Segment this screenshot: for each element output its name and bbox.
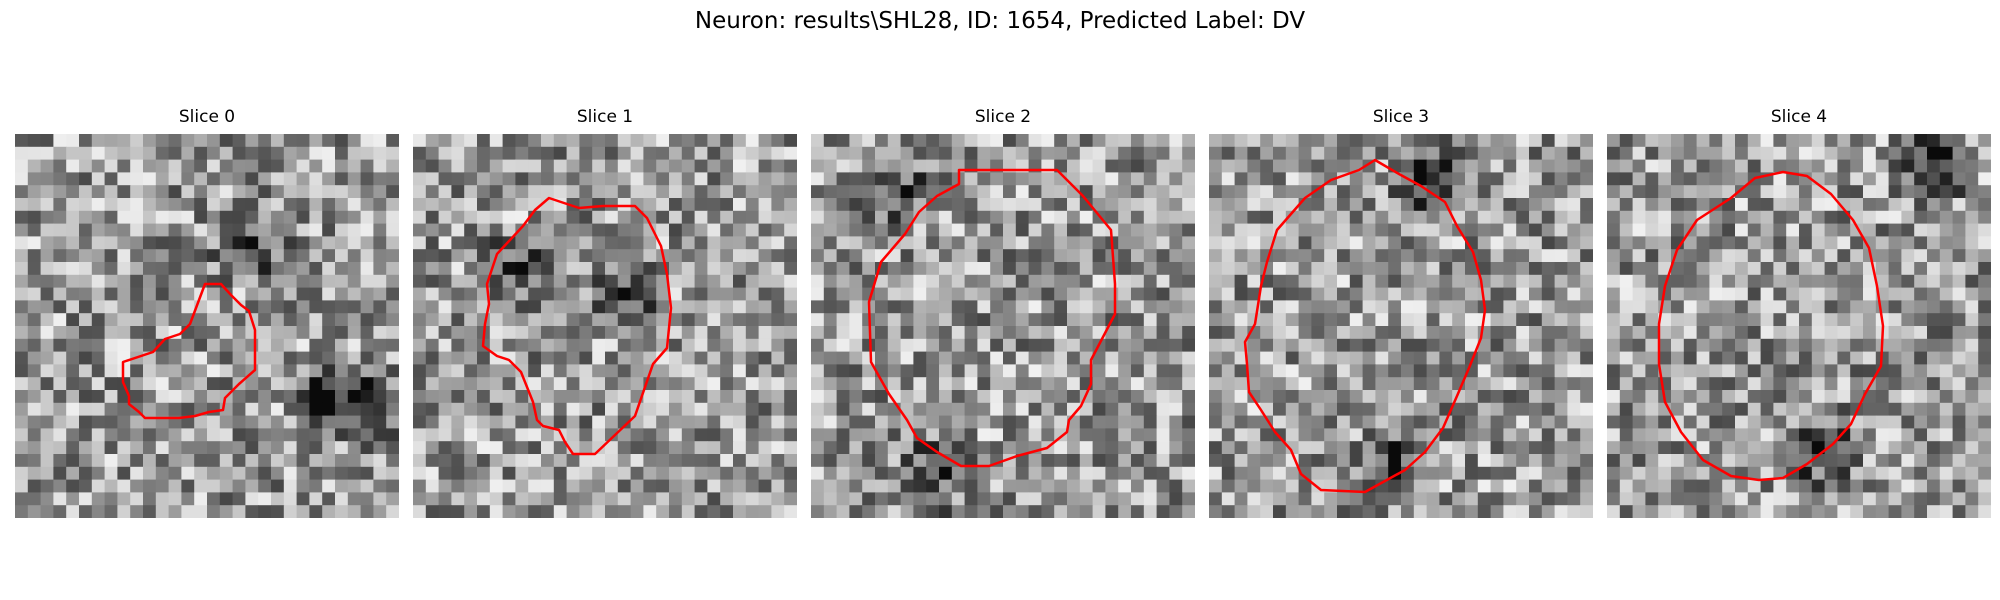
slice-image-1 [413, 134, 797, 518]
slice-image-0 [15, 134, 399, 518]
slice-title-1: Slice 1 [576, 107, 634, 127]
slice-image-2 [811, 134, 1195, 518]
slice-image-4 [1607, 134, 1991, 518]
roi-contour-0 [121, 282, 257, 420]
roi-contour-4 [1657, 170, 1885, 482]
roi-contour-2 [867, 168, 1117, 468]
roi-contour-1 [481, 196, 673, 456]
slice-image-3-svg [1209, 134, 1593, 518]
slice-image-3 [1209, 134, 1593, 518]
slice-image-1-svg [413, 134, 797, 518]
slice-image-4-svg [1607, 134, 1991, 518]
slice-title-2: Slice 2 [974, 107, 1032, 127]
slice-image-0-svg [15, 134, 399, 518]
slice-image-2-svg [811, 134, 1195, 518]
slice-title-3: Slice 3 [1372, 107, 1430, 127]
roi-contour-3 [1243, 158, 1487, 494]
slice-title-4: Slice 4 [1770, 107, 1828, 127]
slice-title-0: Slice 0 [178, 107, 236, 127]
figure-title: Neuron: results\SHL28, ID: 1654, Predict… [694, 8, 1306, 34]
